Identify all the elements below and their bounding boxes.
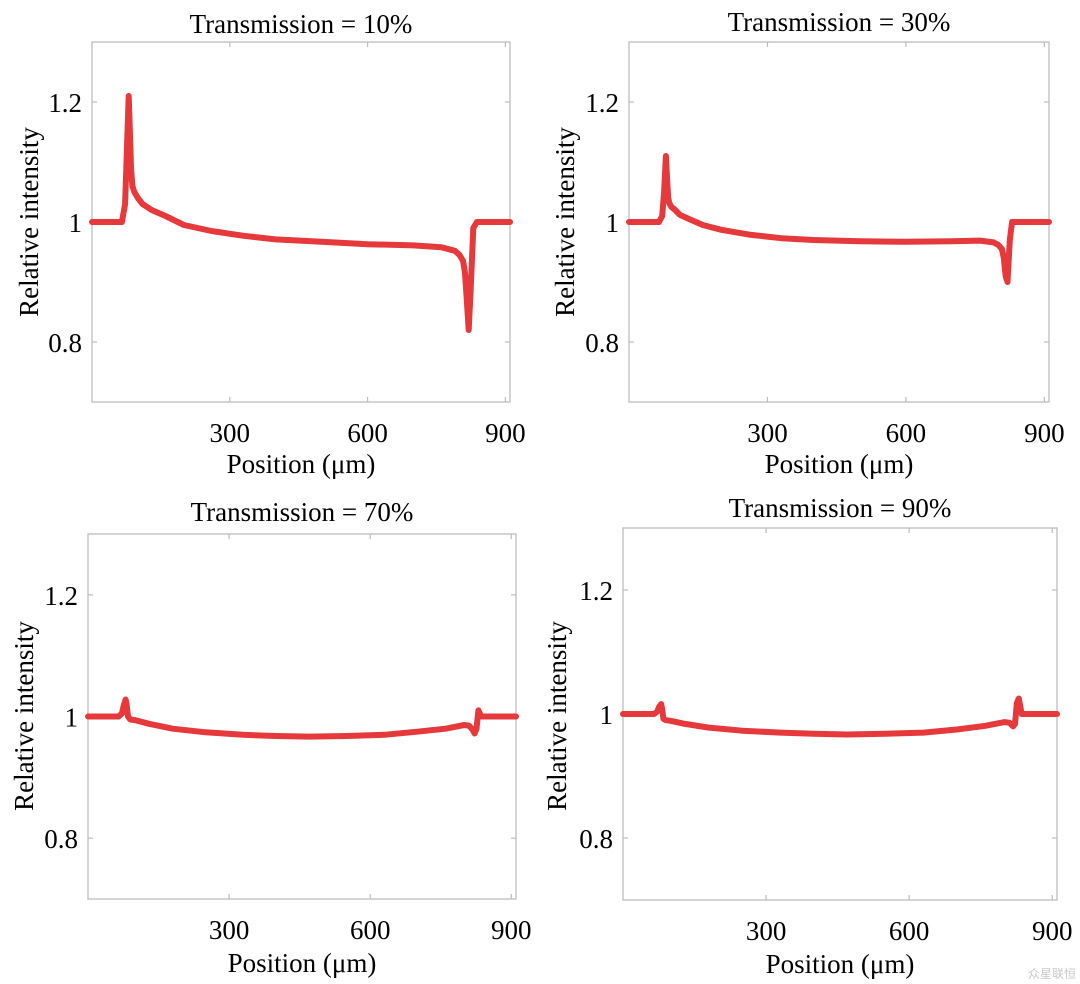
y-tick-label: 1 xyxy=(600,700,614,730)
x-axis-label: Position (μm) xyxy=(227,449,376,479)
y-axis-label: Relative intensity xyxy=(550,127,580,317)
y-tick-label: 1.2 xyxy=(48,88,82,118)
y-tick-label: 0.8 xyxy=(579,824,613,854)
panel-title: Transmission = 70% xyxy=(191,497,414,527)
panel-transmission-30: Transmission = 30% 300 600 900 0.8 1 1.2 Posi… xyxy=(550,7,1065,479)
x-tick-label: 300 xyxy=(747,418,788,448)
panel-transmission-90: Transmission = 90% 300 600 900 0.8 1 1.2 Posi… xyxy=(542,493,1072,979)
panel-title: Transmission = 30% xyxy=(728,7,951,37)
panel-transmission-70: Transmission = 70% 300 600 900 0.8 1 1.2 Posi… xyxy=(9,497,532,978)
x-tick-label: 600 xyxy=(886,418,927,448)
y-axis-label: Relative intensity xyxy=(542,621,572,811)
series-line xyxy=(89,93,513,333)
x-tick-label: 900 xyxy=(491,915,532,945)
x-axis-label: Position (μm) xyxy=(766,949,915,979)
y-tick-label: 0.8 xyxy=(44,824,78,854)
panel-title: Transmission = 90% xyxy=(729,493,952,523)
tick-labels: 300 600 900 0.8 1 1.2 xyxy=(579,576,1072,946)
y-tick-label: 0.8 xyxy=(48,328,82,358)
y-tick-label: 1 xyxy=(65,703,79,733)
y-tick-label: 1.2 xyxy=(579,576,613,606)
x-tick-label: 900 xyxy=(1024,418,1065,448)
tick-labels: 300 600 900 0.8 1 1.2 xyxy=(44,581,531,945)
y-tick-label: 1.2 xyxy=(44,581,78,611)
x-tick-label: 900 xyxy=(485,418,526,448)
ticks xyxy=(623,528,1057,900)
watermark: 众星联恒 xyxy=(1027,967,1076,981)
x-axis-label: Position (μm) xyxy=(228,948,377,978)
x-tick-label: 600 xyxy=(350,915,391,945)
x-axis-label: Position (μm) xyxy=(765,449,914,479)
panel-transmission-10: Transmission = 10% 300 600 900 0.8 1 1.2 Posi… xyxy=(14,9,526,479)
y-tick-label: 0.8 xyxy=(585,328,619,358)
tick-labels: 300 600 900 0.8 1 1.2 xyxy=(48,88,525,448)
y-tick-label: 1.2 xyxy=(585,88,619,118)
y-tick-label: 1 xyxy=(606,208,620,238)
x-tick-label: 600 xyxy=(889,916,930,946)
ticks xyxy=(88,534,516,899)
x-tick-label: 300 xyxy=(210,418,251,448)
ticks xyxy=(92,42,510,402)
series-line xyxy=(626,153,1052,285)
x-tick-label: 600 xyxy=(347,418,388,448)
panel-title: Transmission = 10% xyxy=(190,9,413,39)
plot-frame xyxy=(622,527,1058,901)
series-line xyxy=(620,695,1060,738)
series-line xyxy=(85,696,519,740)
x-tick-label: 300 xyxy=(746,916,787,946)
plot-frame xyxy=(91,41,511,403)
tick-labels: 300 600 900 0.8 1 1.2 xyxy=(585,88,1064,448)
plot-frame xyxy=(87,533,517,900)
x-tick-label: 300 xyxy=(209,915,250,945)
y-tick-label: 1 xyxy=(69,208,83,238)
y-axis-label: Relative intensity xyxy=(14,127,44,317)
x-tick-label: 900 xyxy=(1032,916,1073,946)
y-axis-label: Relative intensity xyxy=(9,621,39,811)
